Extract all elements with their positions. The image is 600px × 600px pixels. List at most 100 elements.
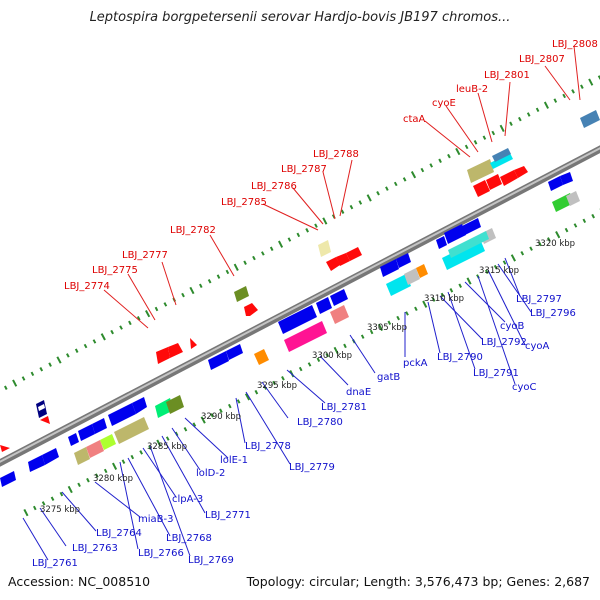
gene-label[interactable]: LBJ_2780: [297, 417, 343, 428]
gene-label[interactable]: cyoA: [525, 341, 550, 352]
gene-label[interactable]: dnaE: [346, 387, 371, 398]
gene-label[interactable]: LBJ_2768: [166, 533, 212, 544]
gene-label[interactable]: LBJ_2777: [122, 250, 168, 261]
track-tick: [414, 306, 418, 312]
gene-label[interactable]: cyoE: [432, 98, 456, 109]
gene-label[interactable]: lolE-1: [220, 455, 248, 466]
gene-label[interactable]: clpA-3: [172, 494, 203, 505]
gene-arrow[interactable]: [40, 416, 50, 424]
gene-box[interactable]: [386, 274, 411, 296]
gene-arrow[interactable]: [42, 448, 59, 465]
gene-arrow[interactable]: [28, 455, 45, 472]
gene-label[interactable]: cyoB: [500, 321, 525, 332]
gene-arrow[interactable]: [560, 172, 573, 185]
gene-label[interactable]: LBJ_2790: [437, 352, 483, 363]
gene-box[interactable]: [404, 268, 420, 285]
gene-box[interactable]: [492, 148, 511, 162]
track-tick: [128, 320, 132, 326]
gene-label[interactable]: gatB: [377, 372, 400, 383]
gene-label[interactable]: miaB-3: [138, 514, 173, 525]
gene-arrow[interactable]: [132, 397, 147, 414]
gene-label[interactable]: LBJ_2786: [251, 181, 297, 192]
gene-arrow[interactable]: [156, 347, 170, 364]
gene-label[interactable]: lolD-2: [196, 468, 225, 479]
gene-arrow[interactable]: [0, 445, 10, 452]
gene-label[interactable]: LBJ_2782: [170, 225, 216, 236]
gene-box[interactable]: [86, 440, 104, 458]
gene-arrow[interactable]: [92, 418, 107, 434]
track-tick: [244, 393, 251, 401]
gene-arrow[interactable]: [396, 253, 411, 268]
gene-label[interactable]: LBJ_2808: [552, 39, 598, 50]
gene-label[interactable]: LBJ_2774: [64, 281, 110, 292]
gene-label[interactable]: LBJ_2792: [481, 337, 527, 348]
gene-label[interactable]: LBJ_2807: [519, 54, 565, 65]
gene-label[interactable]: LBJ_2781: [321, 402, 367, 413]
kbp-label: 3295 kbp: [257, 381, 297, 391]
gene-arrow[interactable]: [326, 257, 340, 271]
gene-label[interactable]: LBJ_2775: [92, 265, 138, 276]
gene-arrow[interactable]: [226, 344, 243, 360]
gene-arrow[interactable]: [190, 338, 197, 349]
gene-box[interactable]: [74, 447, 90, 465]
gene-box[interactable]: [114, 417, 149, 444]
gene-box[interactable]: [486, 174, 502, 190]
gene-box[interactable]: [38, 404, 45, 411]
gene-label[interactable]: LBJ_2785: [221, 197, 267, 208]
gene-box[interactable]: [580, 110, 600, 128]
gene-box[interactable]: [100, 434, 116, 450]
gene-arrow[interactable]: [514, 166, 528, 178]
gene-label[interactable]: LBJ_2764: [96, 528, 142, 539]
gene-label[interactable]: pckA: [403, 358, 428, 369]
gene-box[interactable]: [467, 159, 494, 183]
gene-label[interactable]: cyoC: [512, 382, 537, 393]
gene-label[interactable]: leuB-2: [456, 84, 488, 95]
gene-label[interactable]: LBJ_2787: [281, 164, 327, 175]
gene-arrow[interactable]: [168, 343, 183, 358]
track-tick: [233, 263, 239, 271]
gene-box[interactable]: [166, 395, 184, 414]
gene-arrow[interactable]: [462, 218, 481, 235]
gene-box[interactable]: [318, 240, 331, 257]
gene-arrow[interactable]: [244, 303, 258, 316]
gene-label[interactable]: LBJ_2778: [245, 441, 291, 452]
gene-label[interactable]: ctaA: [403, 114, 426, 125]
gene-arrow[interactable]: [380, 259, 399, 277]
gene-box[interactable]: [254, 349, 269, 365]
gene-box[interactable]: [416, 264, 428, 278]
gene-arrow[interactable]: [0, 471, 16, 487]
gene-box[interactable]: [330, 305, 349, 324]
gene-label[interactable]: LBJ_2788: [313, 149, 359, 160]
gene-box[interactable]: [442, 239, 485, 270]
gene-arrow[interactable]: [68, 433, 79, 446]
gene-box[interactable]: [284, 321, 327, 352]
gene-box[interactable]: [473, 180, 490, 197]
gene-arrow[interactable]: [330, 289, 348, 306]
gene-arrow[interactable]: [500, 170, 518, 186]
gene-label[interactable]: LBJ_2769: [188, 555, 234, 566]
gene-box[interactable]: [448, 231, 489, 258]
gene-label[interactable]: LBJ_2763: [72, 543, 118, 554]
gene-arrow[interactable]: [346, 247, 362, 261]
gene-arrow[interactable]: [444, 224, 466, 244]
gene-label[interactable]: LBJ_2761: [32, 558, 78, 569]
gene-arrow[interactable]: [108, 403, 136, 426]
gene-arrow[interactable]: [436, 236, 447, 249]
gene-arrow[interactable]: [316, 297, 332, 314]
gene-label[interactable]: LBJ_2779: [289, 462, 335, 473]
gene-label[interactable]: LBJ_2797: [516, 294, 562, 305]
gene-arrow[interactable]: [78, 424, 95, 441]
gene-box[interactable]: [234, 286, 249, 302]
gene-arrow[interactable]: [336, 253, 350, 266]
gene-label[interactable]: LBJ_2796: [530, 308, 576, 319]
gene-arrow[interactable]: [208, 351, 229, 370]
gene-label[interactable]: LBJ_2766: [138, 548, 184, 559]
gene-label[interactable]: LBJ_2791: [473, 368, 519, 379]
genome-summary-text: Topology: circular; Length: 3,576,473 bp…: [246, 574, 590, 589]
gene-arrow[interactable]: [278, 305, 317, 334]
gene-box[interactable]: [490, 153, 513, 169]
gene-label[interactable]: LBJ_2771: [205, 510, 251, 521]
gene-arrow[interactable]: [548, 176, 563, 191]
gene-box[interactable]: [566, 191, 580, 206]
gene-label[interactable]: LBJ_2801: [484, 70, 530, 81]
